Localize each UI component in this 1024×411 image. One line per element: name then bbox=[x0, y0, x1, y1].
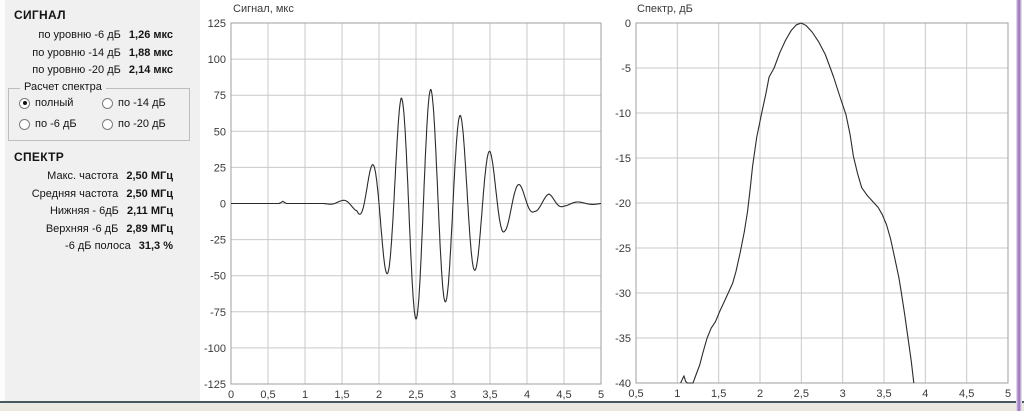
spectrum-row-mean-freq: Средняя частота 2,50 МГц bbox=[32, 186, 173, 204]
y-tick-label: -125 bbox=[204, 379, 226, 391]
radio-label: по -14 дБ bbox=[118, 97, 166, 109]
spectrum-section-header: СПЕКТР bbox=[14, 150, 65, 164]
y-tick-label: 25 bbox=[214, 162, 226, 174]
x-tick-label: 2,5 bbox=[794, 388, 809, 400]
window-bottom-edge bbox=[0, 401, 1024, 403]
plot-border bbox=[635, 22, 1009, 384]
spectrum-row-value: 2,50 МГц bbox=[126, 170, 173, 182]
radio-label: полный bbox=[35, 97, 74, 109]
y-tick-label: 50 bbox=[214, 126, 226, 138]
window-left-edge bbox=[0, 0, 5, 401]
spectrum-row-bandwidth: -6 дБ полоса 31,3 % bbox=[32, 238, 173, 256]
x-tick-label: 1,5 bbox=[711, 388, 726, 400]
spectrum-measurements: Макс. частота 2,50 МГц Средняя частота 2… bbox=[32, 168, 173, 256]
radio-option-minus20[interactable]: по -20 дБ bbox=[102, 118, 166, 130]
spectrum-row-label: Верхняя -6 дБ bbox=[45, 222, 119, 235]
y-tick-label: -25 bbox=[210, 235, 226, 247]
y-tick-label: -15 bbox=[615, 153, 631, 165]
x-tick-label: 2 bbox=[376, 389, 382, 401]
x-tick-label: 0 bbox=[228, 389, 234, 401]
spectrum-row-max-freq: Макс. частота 2,50 МГц bbox=[32, 168, 173, 186]
x-tick-label: 5 bbox=[598, 389, 604, 401]
y-tick-label: 100 bbox=[208, 54, 226, 66]
signal-row-label: по уровню -20 дБ bbox=[32, 64, 121, 76]
spectrum-row-value: 2,50 МГц bbox=[126, 187, 173, 200]
x-tick-label: 0,5 bbox=[628, 388, 643, 400]
signal-row-value: 2,14 мкс bbox=[128, 64, 173, 76]
y-tick-label: 0 bbox=[625, 18, 631, 30]
spectrum-row-lower: Нижняя - 6дБ 2,11 МГц bbox=[32, 203, 173, 221]
x-tick-label: 3 bbox=[450, 389, 456, 401]
spectrum-row-value: 2,11 МГц bbox=[126, 205, 173, 217]
spectrum-row-value: 31,3 % bbox=[138, 240, 173, 252]
y-tick-label: -75 bbox=[210, 307, 226, 319]
y-tick-label: 75 bbox=[214, 90, 226, 102]
x-tick-label: 1,5 bbox=[334, 389, 349, 401]
window-right-border bbox=[1016, 0, 1022, 411]
y-tick-label: -35 bbox=[615, 333, 631, 345]
y-tick-label: -25 bbox=[615, 243, 631, 255]
radio-option-minus6[interactable]: по -6 дБ bbox=[19, 118, 77, 130]
x-tick-label: 2 bbox=[757, 388, 763, 400]
signal-row-level6: по уровню -6 дБ 1,26 мкс bbox=[32, 27, 173, 45]
radio-option-minus14[interactable]: по -14 дБ bbox=[102, 97, 166, 109]
y-tick-label: 0 bbox=[220, 199, 226, 211]
x-tick-label: 5 bbox=[1005, 388, 1011, 400]
signal-row-value: 1,26 мкс bbox=[128, 29, 173, 41]
x-tick-label: 4 bbox=[524, 389, 530, 401]
spectrum-calc-groupbox: Расчет спектра полный по -14 дБ по -6 дБ… bbox=[8, 81, 190, 141]
signal-measurements: по уровню -6 дБ 1,26 мкс по уровню -14 д… bbox=[32, 27, 173, 80]
x-tick-label: 3 bbox=[840, 388, 846, 400]
control-panel: СИГНАЛ по уровню -6 дБ 1,26 мкс по уровн… bbox=[5, 0, 200, 401]
radio-icon[interactable] bbox=[102, 97, 113, 109]
x-tick-label: 2,5 bbox=[408, 389, 423, 401]
y-tick-label: -50 bbox=[210, 271, 226, 283]
y-tick-label: -40 bbox=[615, 378, 631, 390]
signal-section-header: СИГНАЛ bbox=[14, 8, 66, 22]
spectrum-calc-legend: Расчет спектра bbox=[20, 81, 106, 93]
window-bottom-strip bbox=[0, 403, 1024, 411]
x-tick-label: 0,5 bbox=[260, 389, 275, 401]
y-tick-label: -20 bbox=[615, 198, 631, 210]
radio-label: по -20 дБ bbox=[118, 118, 166, 130]
x-tick-label: 4 bbox=[922, 388, 928, 400]
signal-row-value: 1,88 мкс bbox=[128, 46, 173, 59]
radio-icon[interactable] bbox=[19, 118, 30, 130]
spectrum-row-label: Макс. частота bbox=[47, 170, 119, 182]
signal-row-level14: по уровню -14 дБ 1,88 мкс bbox=[32, 45, 173, 63]
spectrum-row-label: -6 дБ полоса bbox=[65, 240, 131, 252]
x-tick-label: 1 bbox=[674, 388, 680, 400]
y-tick-label: -5 bbox=[621, 63, 631, 75]
x-tick-label: 4,5 bbox=[556, 389, 571, 401]
spectrum-row-value: 2,89 МГц bbox=[126, 222, 173, 235]
x-tick-label: 3,5 bbox=[482, 389, 497, 401]
signal-row-level20: по уровню -20 дБ 2,14 мкс bbox=[32, 62, 173, 80]
y-tick-label: -10 bbox=[615, 108, 631, 120]
y-tick-label: -100 bbox=[204, 343, 226, 355]
spectrum-plot: 0 -5 -10 -15 -20 -25 -30 -35 -400,5 1 1,5 2 2,5 3 3,5 4… bbox=[615, 18, 1011, 400]
signal-row-label: по уровню -14 дБ bbox=[32, 46, 121, 59]
radio-icon[interactable] bbox=[19, 97, 30, 109]
spectrum-row-upper: Верхняя -6 дБ 2,89 МГц bbox=[32, 221, 173, 239]
y-tick-label: -30 bbox=[615, 288, 631, 300]
data-curve bbox=[680, 22, 915, 384]
y-tick-label: 125 bbox=[208, 18, 226, 30]
spectrum-row-label: Средняя частота bbox=[31, 187, 119, 200]
signal-chart-title: Сигнал, мкс bbox=[233, 3, 294, 15]
x-tick-label: 1 bbox=[302, 389, 308, 401]
signal-row-label: по уровню -6 дБ bbox=[38, 29, 121, 41]
x-tick-label: 3,5 bbox=[876, 388, 891, 400]
radio-option-full[interactable]: полный bbox=[19, 97, 73, 109]
spectrum-row-label: Нижняя - 6дБ bbox=[49, 205, 119, 217]
data-curve bbox=[230, 88, 602, 320]
radio-icon[interactable] bbox=[102, 118, 113, 130]
radio-label: по -6 дБ bbox=[35, 118, 77, 130]
x-tick-label: 4,5 bbox=[959, 388, 974, 400]
spectrum-chart-title: Спектр, дБ bbox=[637, 3, 693, 15]
